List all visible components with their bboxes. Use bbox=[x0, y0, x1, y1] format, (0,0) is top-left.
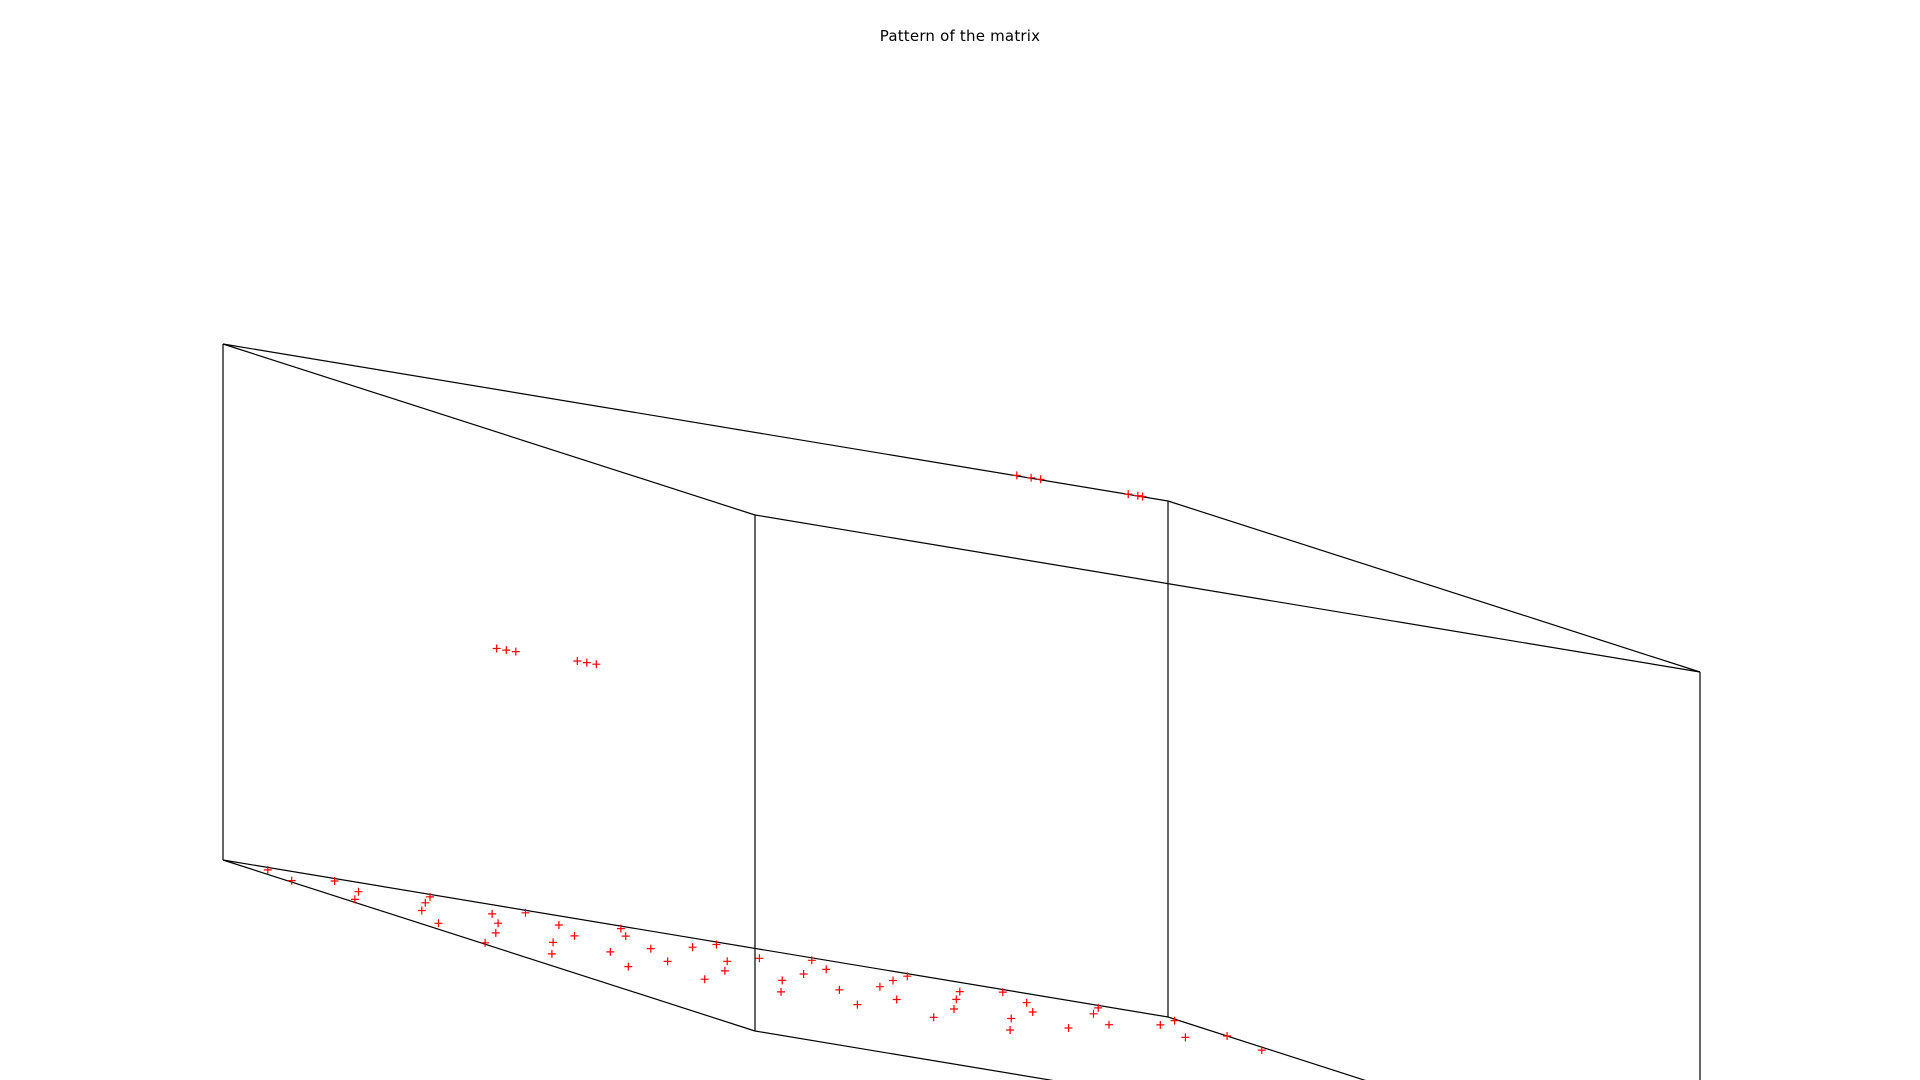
data-point-marker bbox=[492, 929, 500, 937]
data-point-marker bbox=[622, 932, 630, 940]
axes-box-edge-5 bbox=[223, 344, 1168, 501]
data-point-marker bbox=[624, 963, 632, 971]
data-point-marker bbox=[889, 977, 897, 985]
data-point-marker bbox=[853, 1001, 861, 1009]
data-point-marker bbox=[800, 970, 808, 978]
data-point-marker bbox=[930, 1013, 938, 1021]
data-point-marker bbox=[494, 919, 502, 927]
data-point-marker bbox=[952, 995, 960, 1003]
data-point-marker bbox=[1013, 471, 1021, 479]
data-point-marker bbox=[418, 907, 426, 915]
data-point-marker bbox=[421, 899, 429, 907]
data-point-marker bbox=[1023, 999, 1031, 1007]
data-point-marker bbox=[689, 943, 697, 951]
data-point-marker bbox=[777, 988, 785, 996]
data-point-marker bbox=[355, 888, 363, 896]
data-point-marker bbox=[1029, 1008, 1037, 1016]
data-point-marker bbox=[1258, 1046, 1266, 1054]
data-point-marker bbox=[664, 957, 672, 965]
data-point-marker bbox=[512, 648, 520, 656]
data-point-marker bbox=[606, 948, 614, 956]
data-point-marker bbox=[822, 965, 830, 973]
data-point-marker bbox=[488, 910, 496, 918]
data-markers bbox=[264, 471, 1266, 1054]
axes-box-edge-2 bbox=[1168, 1017, 1700, 1080]
data-point-marker bbox=[755, 954, 763, 962]
data-point-marker bbox=[435, 919, 443, 927]
data-point-marker bbox=[1027, 474, 1035, 482]
data-point-marker bbox=[592, 660, 600, 668]
data-point-marker bbox=[493, 645, 501, 653]
axes-box-edge-3 bbox=[223, 860, 755, 1031]
data-point-marker bbox=[950, 1005, 958, 1013]
axes-box-edge-8 bbox=[755, 515, 1700, 672]
data-point-marker bbox=[555, 921, 563, 929]
data-point-marker bbox=[1007, 1015, 1015, 1023]
data-point-marker bbox=[1156, 1021, 1164, 1029]
data-point-marker bbox=[835, 986, 843, 994]
data-point-marker bbox=[573, 657, 581, 665]
data-point-marker bbox=[1105, 1021, 1113, 1029]
data-point-marker bbox=[956, 988, 964, 996]
data-point-marker bbox=[1181, 1033, 1189, 1041]
axes-box-edge-6 bbox=[1168, 501, 1700, 672]
data-point-marker bbox=[1139, 493, 1147, 501]
data-point-marker bbox=[1134, 492, 1142, 500]
data-point-marker bbox=[876, 983, 884, 991]
data-point-marker bbox=[893, 996, 901, 1004]
data-point-marker bbox=[502, 646, 510, 654]
data-point-marker bbox=[1006, 1026, 1014, 1034]
data-point-marker bbox=[778, 976, 786, 984]
data-point-marker bbox=[1037, 475, 1045, 483]
data-point-marker bbox=[549, 938, 557, 946]
data-point-marker bbox=[1124, 490, 1132, 498]
axes-box bbox=[223, 344, 1700, 1080]
data-point-marker bbox=[701, 975, 709, 983]
axes-box-edge-1 bbox=[223, 860, 1168, 1017]
data-point-marker bbox=[1065, 1024, 1073, 1032]
data-point-marker bbox=[721, 967, 729, 975]
data-point-marker bbox=[647, 945, 655, 953]
data-point-marker bbox=[583, 659, 591, 667]
data-point-marker bbox=[723, 957, 731, 965]
axes-box-edge-7 bbox=[223, 344, 755, 515]
data-point-marker bbox=[351, 895, 359, 903]
data-point-marker bbox=[1090, 1010, 1098, 1018]
data-point-marker bbox=[1223, 1032, 1231, 1040]
data-point-marker bbox=[548, 950, 556, 958]
data-point-marker bbox=[571, 932, 579, 940]
